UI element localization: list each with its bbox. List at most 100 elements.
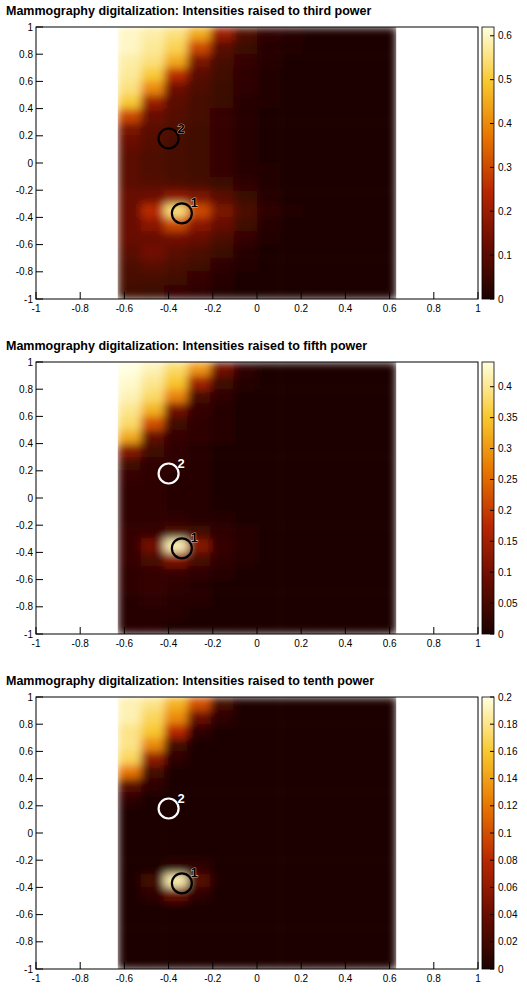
cell — [118, 620, 142, 634]
cell — [350, 204, 374, 218]
cell — [187, 416, 211, 430]
cell — [187, 806, 211, 820]
cell — [280, 217, 304, 231]
cell — [350, 928, 374, 942]
cell — [257, 620, 281, 634]
cell — [187, 819, 211, 833]
colorbar-tick-label: 0.35 — [498, 412, 518, 423]
cell — [373, 620, 396, 634]
cell — [141, 376, 165, 390]
y-tick — [36, 54, 43, 55]
cell — [164, 217, 188, 231]
colorbar-frame — [482, 27, 494, 299]
cell — [187, 177, 211, 191]
cell — [280, 765, 304, 779]
cell — [141, 81, 165, 95]
cell — [327, 724, 351, 738]
cell — [141, 738, 165, 752]
x-tick — [168, 292, 169, 299]
x-tick-label: -1 — [32, 973, 41, 984]
cell — [187, 779, 211, 793]
y-tick — [36, 552, 43, 553]
cell — [257, 471, 281, 485]
cell — [327, 457, 351, 471]
cell — [327, 738, 351, 752]
cell — [257, 539, 281, 553]
cell — [211, 163, 235, 177]
cell — [211, 724, 235, 738]
cell — [303, 122, 327, 136]
x-tick-label: 1 — [475, 303, 481, 314]
colorbar-tick — [490, 479, 494, 480]
y-tick-label: 0 — [27, 828, 33, 839]
cell — [164, 765, 188, 779]
cell — [373, 525, 396, 539]
x-tick-label: 0.8 — [427, 638, 441, 649]
cell — [327, 362, 351, 376]
cell — [234, 403, 258, 417]
cell — [257, 847, 281, 861]
colorbar-tick-label: 0.05 — [498, 598, 518, 609]
cell — [327, 765, 351, 779]
cell — [280, 724, 304, 738]
y-tick — [36, 470, 43, 471]
cell — [234, 942, 258, 956]
cell — [303, 552, 327, 566]
cell — [141, 711, 165, 725]
cell — [303, 724, 327, 738]
y-tick — [36, 805, 43, 806]
cell — [257, 512, 281, 526]
cell — [257, 54, 281, 68]
cell — [141, 751, 165, 765]
colorbar-tick-label: 0.1 — [498, 567, 512, 578]
cell — [234, 525, 258, 539]
x-tick-label: -0.6 — [116, 638, 134, 649]
cell — [187, 457, 211, 471]
y-tick — [36, 778, 43, 779]
cell — [303, 457, 327, 471]
cell — [373, 362, 396, 376]
cell — [350, 163, 374, 177]
cell — [211, 512, 235, 526]
cell — [327, 607, 351, 621]
cell — [141, 430, 165, 444]
cell — [211, 955, 235, 969]
cell — [257, 874, 281, 888]
x-tick — [124, 627, 125, 634]
x-tick — [433, 627, 434, 634]
cell — [327, 915, 351, 929]
y-tick — [36, 443, 43, 444]
cell — [187, 27, 211, 41]
cell — [373, 738, 396, 752]
y-tick-label: 0.4 — [19, 438, 33, 449]
cell — [280, 109, 304, 123]
cell — [303, 539, 327, 553]
cell — [164, 593, 188, 607]
colorbar-tick — [490, 510, 494, 511]
cell — [211, 27, 235, 41]
cell — [280, 620, 304, 634]
colorbar-tick — [490, 167, 494, 168]
x-tick — [36, 962, 37, 969]
cell — [303, 887, 327, 901]
cell — [303, 109, 327, 123]
cell — [234, 272, 258, 286]
y-tick-label: 1 — [27, 357, 33, 368]
cell — [350, 792, 374, 806]
cell — [187, 847, 211, 861]
cell — [164, 819, 188, 833]
image-area — [118, 27, 396, 299]
cell — [211, 403, 235, 417]
cell — [187, 580, 211, 594]
cell — [141, 724, 165, 738]
image-area — [118, 362, 396, 634]
frame — [36, 362, 478, 634]
cell — [257, 738, 281, 752]
cell — [280, 874, 304, 888]
figure: Mammography digitalization: Intensities … — [0, 0, 527, 1005]
cell — [164, 724, 188, 738]
cell — [211, 457, 235, 471]
y-tick — [36, 887, 43, 888]
y-tick — [36, 634, 43, 635]
cell — [187, 430, 211, 444]
